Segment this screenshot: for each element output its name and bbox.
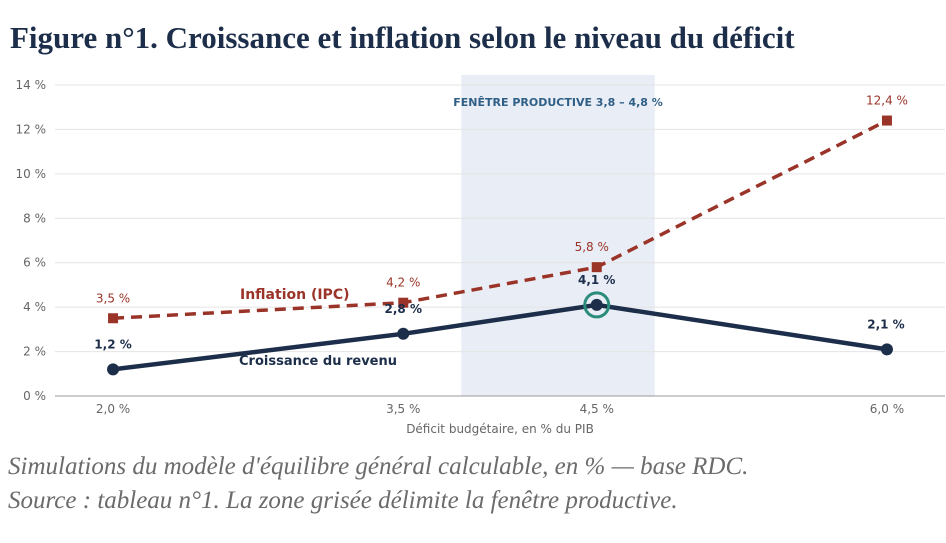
y-tick-label: 0 %	[23, 389, 46, 403]
label-layer: 3,5 % 1,2 % 4,2 % 2,8 % 5,8 % 4,1 % 12,4 % 2,1 …	[94, 94, 908, 369]
x-axis-title: Déficit budgétaire, en % du PIB	[406, 422, 594, 436]
growth-point	[107, 363, 120, 376]
inflation-point	[881, 115, 892, 126]
chart: FENÊTRE PRODUCTIVE 3,8 – 4,8 % 0 % 2 % 4 %…	[16, 75, 945, 436]
growth-data-label: 2,8 %	[385, 302, 422, 316]
y-tick-label: 14 %	[16, 78, 47, 92]
inflation-point	[591, 262, 602, 273]
inflation-data-label: 5,8 %	[575, 240, 609, 254]
y-tick-label: 12 %	[16, 122, 47, 136]
series-layer	[107, 115, 893, 376]
growth-data-label: 4,1 %	[578, 273, 615, 287]
y-tick-label: 8 %	[23, 211, 46, 225]
x-tick-label: 4,5 %	[580, 402, 614, 416]
growth-series-line	[112, 302, 888, 372]
growth-point	[880, 343, 893, 356]
x-tick-label: 3,5 %	[386, 402, 420, 416]
caption-line-1: Simulations du modèle d'équilibre généra…	[8, 453, 749, 480]
x-tick-label: 2,0 %	[96, 402, 130, 416]
caption-line-2: Source : tableau n°1. La zone grisée dél…	[8, 487, 678, 514]
inflation-point	[108, 313, 119, 324]
inflation-series-name: Inflation (IPC)	[240, 287, 350, 303]
inflation-data-label: 3,5 %	[96, 291, 130, 305]
growth-point	[590, 298, 603, 311]
growth-point	[397, 327, 410, 340]
growth-peak-highlight-ring	[583, 291, 611, 319]
x-tick-label: 6,0 %	[870, 402, 904, 416]
y-tick-label: 10 %	[16, 167, 47, 181]
axis-layer: 0 % 2 % 4 % 6 % 8 % 10 % 12 % 14 % 2,0 % 3,5 % 4,5…	[16, 78, 945, 436]
y-tick-label: 6 %	[23, 256, 46, 270]
y-tick-label: 4 %	[23, 300, 46, 314]
inflation-point	[398, 297, 409, 308]
growth-data-label: 1,2 %	[94, 337, 131, 351]
productive-window-band	[461, 75, 655, 396]
grid-layer	[55, 84, 945, 353]
productive-window-label: FENÊTRE PRODUCTIVE 3,8 – 4,8 %	[453, 96, 663, 109]
inflation-data-label: 12,4 %	[866, 94, 908, 108]
figure-title: Figure n°1. Croissance et inflation selo…	[10, 20, 795, 55]
inflation-series-line	[112, 118, 888, 320]
inflation-data-label: 4,2 %	[386, 276, 420, 290]
growth-data-label: 2,1 %	[867, 317, 904, 331]
y-tick-label: 2 %	[23, 345, 46, 359]
highlight-band-layer: FENÊTRE PRODUCTIVE 3,8 – 4,8 %	[453, 75, 663, 396]
growth-series-name: Croissance du revenu	[239, 354, 397, 369]
